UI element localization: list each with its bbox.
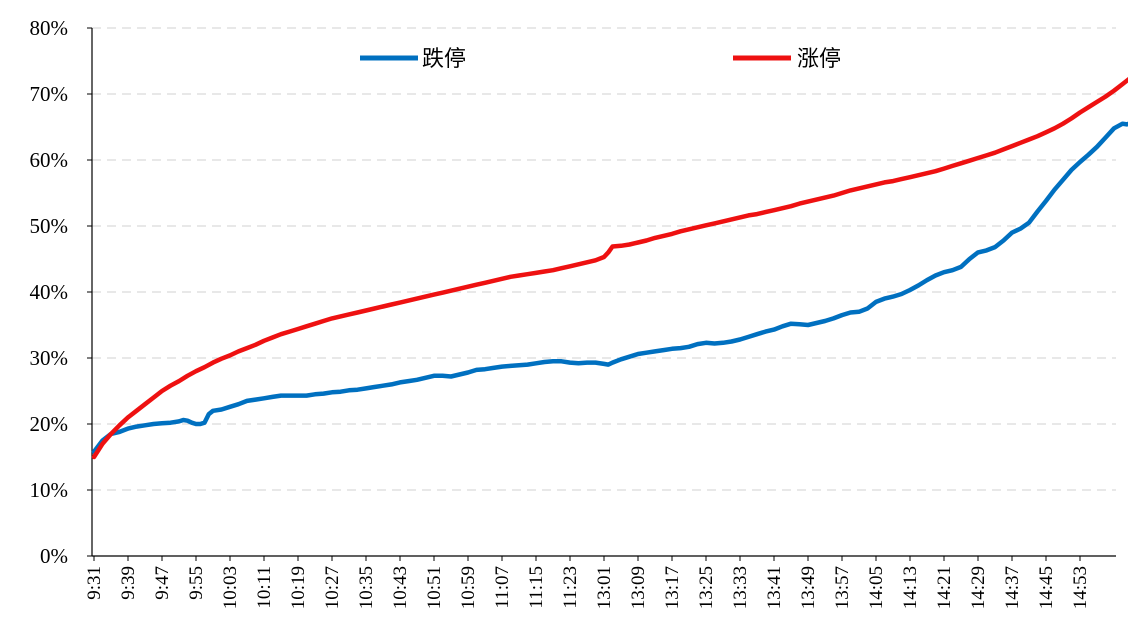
series-lines (91, 76, 1128, 460)
axes (91, 28, 1116, 557)
y-tick-label: 80% (30, 16, 69, 40)
y-tick-label: 20% (30, 412, 69, 436)
x-axis-ticks: 9:31 9:39 9:47 9:55 10:03 10:11 10:19 10:27 10:3… (84, 556, 1091, 609)
x-tick-label: 9:55 (186, 566, 207, 600)
y-tick-label: 0% (40, 544, 68, 568)
x-tick-label: 13:17 (662, 566, 683, 609)
x-tick-label: 14:29 (968, 566, 989, 609)
x-tick-label: 13:57 (832, 566, 853, 609)
x-tick-label: 14:45 (1036, 566, 1057, 609)
x-tick-label: 11:15 (526, 566, 547, 609)
x-tick-label: 9:31 (84, 566, 105, 600)
x-tick-label: 14:53 (1070, 566, 1091, 609)
series-line-涨停 (91, 76, 1128, 460)
y-tick-label: 10% (30, 478, 69, 502)
y-tick-label: 30% (30, 346, 69, 370)
x-tick-label: 10:03 (220, 566, 241, 609)
x-tick-label: 13:09 (628, 566, 649, 609)
x-tick-label: 10:59 (458, 566, 479, 609)
y-tick-label: 70% (30, 82, 69, 106)
y-axis-ticks: 0% 10% 20% 30% 40% 50% 60% 70% 80% (30, 16, 92, 568)
gridlines (92, 27, 1116, 491)
x-tick-label: 10:43 (390, 566, 411, 609)
legend-label-涨停: 涨停 (797, 47, 841, 72)
x-tick-label: 9:39 (118, 566, 139, 600)
x-tick-label: 10:27 (322, 566, 343, 609)
x-tick-label: 10:35 (356, 566, 377, 609)
x-tick-label: 10:51 (424, 566, 445, 609)
y-tick-label: 60% (30, 148, 69, 172)
x-tick-label: 10:19 (288, 566, 309, 609)
legend-label-跌停: 跌停 (422, 47, 466, 72)
x-tick-label: 14:05 (866, 566, 887, 609)
y-tick-label: 40% (30, 280, 69, 304)
legend: 跌停 涨停 (360, 47, 841, 72)
y-tick-label: 50% (30, 214, 69, 238)
x-tick-label: 13:49 (798, 566, 819, 609)
x-tick-label: 14:37 (1002, 566, 1023, 609)
x-tick-label: 11:23 (560, 566, 581, 609)
x-tick-label: 14:13 (900, 566, 921, 609)
x-tick-label: 14:21 (934, 566, 955, 609)
x-tick-label: 13:25 (696, 566, 717, 609)
x-tick-label: 13:33 (730, 566, 751, 609)
x-tick-label: 13:01 (594, 566, 615, 609)
x-tick-label: 10:11 (254, 566, 275, 609)
x-tick-label: 9:47 (152, 566, 173, 600)
x-tick-label: 13:41 (764, 566, 785, 609)
x-tick-label: 11:07 (492, 566, 513, 609)
series-line-跌停 (91, 121, 1128, 454)
